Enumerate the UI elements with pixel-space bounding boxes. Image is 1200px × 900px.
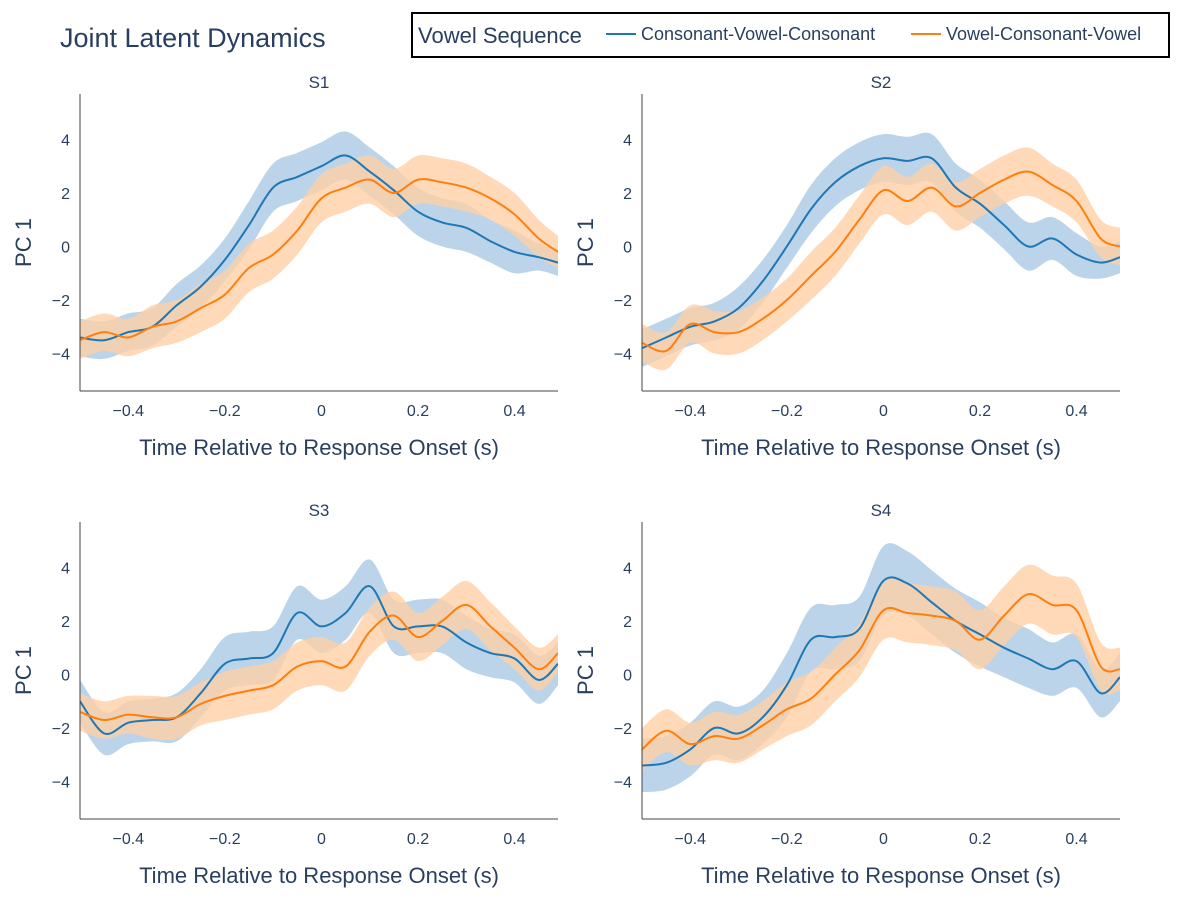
series-line-cvc: [642, 155, 1120, 350]
x-tick-label: 0.4: [1065, 403, 1087, 420]
legend: Vowel Sequence Consonant-Vowel-Consonant…: [411, 12, 1170, 58]
y-tick-label: 2: [61, 186, 70, 203]
subplot-title: S3: [309, 501, 330, 520]
series-line-vcv: [642, 593, 1120, 751]
y-tick-label: 4: [623, 132, 632, 149]
x-tick-label: 0: [879, 831, 888, 848]
y-tick-label: −2: [614, 293, 632, 310]
y-tick-label: 4: [61, 560, 70, 577]
y-axis-title: PC 1: [573, 218, 598, 267]
plot-area: [642, 543, 1120, 793]
x-tick-label: −0.4: [112, 831, 144, 848]
y-axis-title: PC 1: [11, 646, 36, 695]
y-tick-label: 2: [623, 614, 632, 631]
x-tick-label: 0.4: [503, 403, 525, 420]
y-axis-title: PC 1: [11, 218, 36, 267]
subplot-title: S2: [871, 73, 892, 92]
x-tick-label: −0.2: [209, 831, 241, 848]
y-tick-label: 4: [61, 132, 70, 149]
legend-label-cvc: Consonant-Vowel-Consonant: [641, 24, 875, 44]
y-tick-label: −2: [52, 721, 70, 738]
series-line-vcv: [80, 178, 558, 342]
y-tick-label: −4: [52, 775, 70, 792]
x-tick-label: 0.4: [1065, 831, 1087, 848]
series-line-cvc: [80, 154, 558, 342]
subplot-title: S1: [309, 73, 330, 92]
x-tick-label: −0.4: [674, 403, 706, 420]
series-line-vcv: [642, 170, 1120, 353]
y-tick-label: −4: [614, 347, 632, 364]
x-tick-label: −0.4: [674, 831, 706, 848]
x-tick-label: −0.2: [771, 403, 803, 420]
x-tick-label: 0: [879, 403, 888, 420]
y-tick-label: 4: [623, 560, 632, 577]
plot-area: [642, 132, 1120, 371]
x-tick-label: −0.2: [209, 403, 241, 420]
legend-label-vcv: Vowel-Consonant-Vowel: [946, 24, 1141, 44]
x-tick-label: −0.2: [771, 831, 803, 848]
y-tick-label: 2: [623, 186, 632, 203]
x-tick-label: 0.2: [407, 831, 429, 848]
y-tick-label: 0: [61, 668, 70, 685]
confidence-band-vcv: [642, 147, 1120, 371]
y-tick-label: −2: [52, 293, 70, 310]
series-line-cvc: [642, 576, 1120, 767]
x-tick-label: 0.2: [407, 403, 429, 420]
x-tick-label: −0.4: [112, 403, 144, 420]
x-axis-title: Time Relative to Response Onset (s): [701, 435, 1061, 460]
x-tick-label: 0: [317, 831, 326, 848]
plot-area: [80, 131, 558, 360]
y-tick-label: 0: [623, 240, 632, 257]
y-tick-label: −4: [614, 775, 632, 792]
figure-title: Joint Latent Dynamics: [60, 23, 326, 53]
y-tick-label: −2: [614, 721, 632, 738]
legend-title: Vowel Sequence: [418, 23, 582, 48]
series-line-vcv: [80, 603, 558, 722]
y-tick-label: 2: [61, 614, 70, 631]
x-tick-label: 0.2: [969, 831, 991, 848]
legend-box: [411, 12, 1170, 58]
y-tick-label: −4: [52, 347, 70, 364]
subplot-title: S4: [871, 501, 892, 520]
x-tick-label: 0.2: [969, 403, 991, 420]
y-axis-title: PC 1: [573, 646, 598, 695]
y-tick-label: 0: [61, 240, 70, 257]
y-tick-label: 0: [623, 668, 632, 685]
x-tick-label: 0.4: [503, 831, 525, 848]
series-line-cvc: [80, 585, 558, 736]
plot-area: [80, 559, 558, 756]
x-axis-title: Time Relative to Response Onset (s): [139, 435, 499, 460]
x-axis-title: Time Relative to Response Onset (s): [701, 863, 1061, 888]
x-axis-title: Time Relative to Response Onset (s): [139, 863, 499, 888]
x-tick-label: 0: [317, 403, 326, 420]
